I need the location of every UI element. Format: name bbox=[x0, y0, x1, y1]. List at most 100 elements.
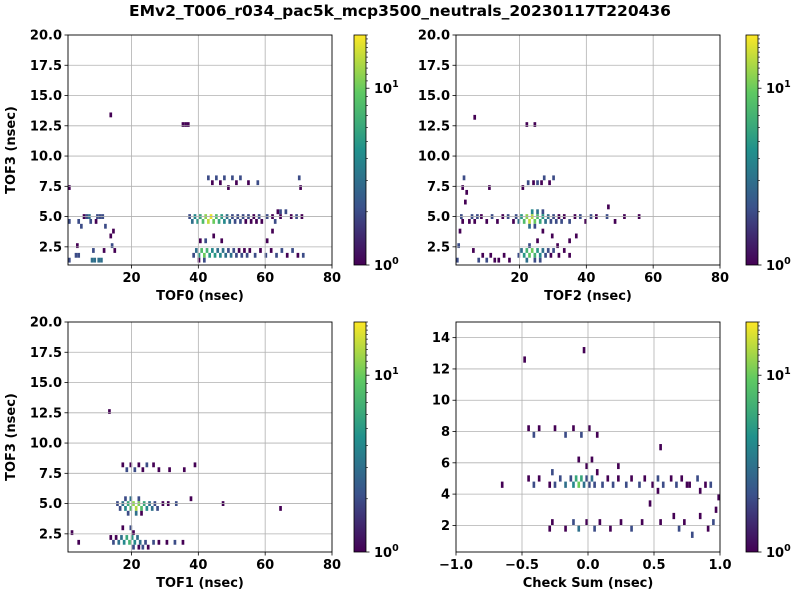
heatmap-cell bbox=[537, 425, 541, 432]
heatmap-cell bbox=[568, 219, 571, 224]
heatmap-cell bbox=[113, 248, 117, 253]
y-tick-label: 15.0 bbox=[30, 376, 62, 391]
heatmap-cell bbox=[145, 506, 149, 511]
heatmap-cell bbox=[580, 475, 583, 482]
heatmap-cell bbox=[659, 444, 662, 451]
heatmap-cell bbox=[546, 248, 550, 253]
heatmap-cell bbox=[129, 496, 133, 502]
colorbar-tick-label: 101 bbox=[766, 79, 791, 97]
x-tick-label: −1.0 bbox=[439, 558, 473, 573]
x-tick-label: 20 bbox=[510, 271, 528, 286]
heatmap-cell bbox=[203, 257, 206, 263]
heatmap-cell bbox=[121, 525, 125, 531]
heatmap-cell bbox=[489, 252, 493, 258]
heatmap-cell bbox=[223, 175, 226, 181]
heatmap-cell bbox=[638, 481, 641, 488]
heatmap-cell bbox=[150, 506, 154, 511]
heatmap-cell bbox=[68, 219, 71, 224]
heatmap-cell bbox=[574, 475, 578, 482]
heatmap-cell bbox=[540, 180, 543, 186]
heatmap-cell bbox=[109, 233, 113, 239]
heatmap-cell bbox=[189, 496, 193, 502]
heatmap-cell bbox=[109, 112, 113, 118]
heatmap-cell bbox=[77, 539, 81, 545]
heatmap-cell bbox=[130, 535, 134, 540]
heatmap-cell bbox=[577, 481, 581, 488]
heatmap-cell bbox=[181, 122, 185, 127]
y-tick-label: 7.5 bbox=[427, 180, 450, 195]
heatmap-cell bbox=[472, 248, 475, 253]
heatmap-cell bbox=[706, 525, 710, 532]
heatmap-cell bbox=[134, 510, 138, 516]
heatmap-cell bbox=[549, 252, 553, 258]
heatmap-cell bbox=[569, 475, 573, 482]
heatmap-cell bbox=[461, 185, 465, 190]
heatmap-cell bbox=[560, 219, 563, 224]
heatmap-cell bbox=[211, 180, 214, 186]
heatmap-cell bbox=[90, 257, 94, 263]
heatmap-cell bbox=[291, 248, 294, 253]
heatmap-cell bbox=[552, 248, 555, 253]
colorbar: 100 101 bbox=[353, 321, 399, 561]
heatmap-cell bbox=[541, 248, 545, 253]
heatmap-cell bbox=[696, 475, 699, 482]
heatmap-cell bbox=[457, 243, 461, 249]
heatmap-cell bbox=[617, 462, 620, 470]
heatmap-cell bbox=[648, 500, 652, 507]
y-tick-label: 5.0 bbox=[39, 497, 62, 512]
heatmap-cell bbox=[239, 219, 242, 224]
heatmap-cell bbox=[617, 475, 620, 482]
heatmap-cell bbox=[533, 219, 537, 224]
heatmap-cell bbox=[630, 525, 633, 532]
heatmap-cell bbox=[659, 519, 662, 526]
heatmap-cell bbox=[528, 223, 531, 229]
x-tick-label: 0.0 bbox=[576, 558, 599, 573]
heatmap-cell bbox=[68, 257, 71, 263]
x-axis-label: Check Sum (nsec) bbox=[523, 576, 654, 591]
heatmap-cells bbox=[456, 114, 641, 263]
x-tick-label: 80 bbox=[323, 558, 341, 573]
heatmap-cell bbox=[672, 512, 676, 520]
y-tick-label: 10.0 bbox=[418, 150, 450, 165]
heatmap-cell bbox=[122, 539, 126, 545]
heatmap-cell bbox=[585, 462, 588, 470]
heatmap-cell bbox=[538, 219, 542, 224]
heatmap-cell bbox=[598, 519, 602, 526]
colorbar-tick-label: 101 bbox=[374, 79, 399, 97]
heatmap-cell bbox=[125, 467, 129, 473]
heatmap-cell bbox=[677, 525, 681, 532]
heatmap-cell bbox=[157, 539, 161, 545]
heatmap-cell bbox=[698, 487, 702, 495]
heatmap-cell bbox=[165, 539, 169, 545]
heatmap-cell bbox=[182, 467, 186, 473]
colorbar-gradient bbox=[745, 34, 759, 266]
heatmap-cell bbox=[124, 496, 127, 502]
heatmap-cell bbox=[582, 347, 586, 354]
heatmap-cell bbox=[712, 519, 715, 526]
heatmap-cell bbox=[568, 252, 571, 258]
heatmap-cell bbox=[212, 219, 216, 224]
heatmap-cell bbox=[120, 535, 123, 540]
heatmap-cell bbox=[557, 252, 561, 258]
heatmap-cell bbox=[558, 475, 562, 482]
heatmap-cell bbox=[640, 519, 644, 526]
heatmap-cell bbox=[255, 219, 258, 224]
heatmap-cell bbox=[593, 481, 596, 488]
heatmap-cell bbox=[192, 252, 195, 258]
heatmap-cell bbox=[271, 228, 274, 234]
heatmap-cell bbox=[229, 252, 233, 258]
heatmap-cell bbox=[253, 252, 257, 258]
heatmap-cell bbox=[630, 475, 633, 482]
heatmap-cell bbox=[102, 248, 106, 253]
heatmap-cell bbox=[198, 238, 202, 244]
heatmap-panel-2: 20 40 60 80 2.5 5.0 7.5 10.0 12.5 15.0 17.5 20.0 TOF… bbox=[418, 29, 791, 305]
heatmap-cell bbox=[536, 238, 539, 244]
grid-lines bbox=[456, 322, 720, 552]
y-tick-label: 17.5 bbox=[418, 59, 450, 74]
heatmap-cell bbox=[285, 252, 289, 258]
y-tick-label: 8 bbox=[441, 425, 450, 440]
heatmap-cell bbox=[297, 175, 301, 181]
heatmap-cell bbox=[554, 219, 558, 224]
x-tick-label: 80 bbox=[711, 271, 729, 286]
heatmap-cell bbox=[137, 544, 141, 550]
